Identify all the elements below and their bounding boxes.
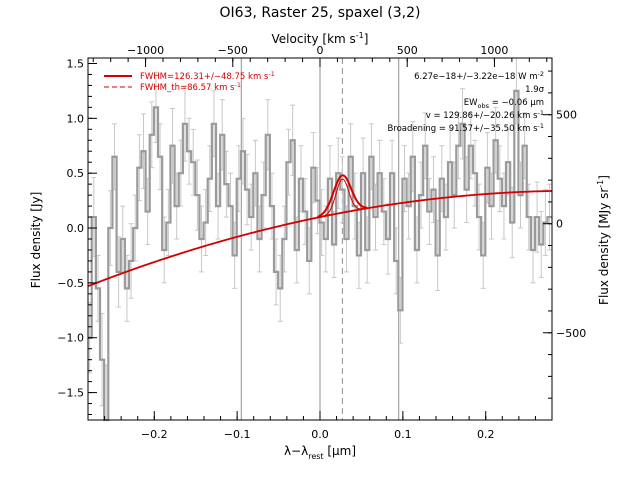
right-axis-label: Flux density [MJy sr-1] (596, 175, 611, 305)
annotation-broadening-text: Broadening = 91.57+/−35.50 km s (387, 124, 538, 134)
annotation-broadening: Broadening = 91.57+/−35.50 km s-1 (387, 122, 544, 134)
fit-annotations: 6.27e−18+/−3.22e−18 W m-2 1.9σ EWobs = −0.… (387, 70, 544, 134)
x-axis-label-sub: rest (308, 452, 323, 461)
y-tick-label: 1.0 (67, 112, 85, 125)
y-tick-label: −1.0 (57, 332, 84, 345)
top-tick-label: 1000 (480, 44, 508, 57)
legend-label-sup: -1 (234, 81, 240, 89)
x-tick-label: 0.1 (394, 428, 412, 441)
x-axis-label-main: λ−λ (284, 444, 308, 458)
x-tick-label: −0.2 (141, 428, 168, 441)
annotation-ew-value: = −0.06 μm (489, 98, 544, 108)
top-axis-label: Velocity [km s-1] (272, 31, 369, 46)
y-tick-label: −0.5 (57, 277, 84, 290)
annotation-flux: 6.27e−18+/−3.22e−18 W m-2 (414, 70, 544, 82)
gaussian-fit-line (317, 174, 368, 218)
legend-label-0: FWHM=126.31+/−48.75 km s-1 (140, 70, 275, 82)
right-tick-label: −500 (556, 327, 586, 340)
top-axis-label-main: Velocity [km s (272, 32, 356, 46)
annotation-significance: 1.9σ (525, 85, 545, 95)
y-axis-label: Flux density [Jy] (29, 192, 43, 289)
x-tick-label: −0.1 (224, 428, 251, 441)
right-axis-label-end: ] (597, 175, 611, 180)
annotation-broadening-sup: -1 (538, 122, 544, 130)
top-tick-label: −1000 (127, 44, 164, 57)
annotation-velocity-sup: -1 (538, 109, 544, 117)
right-axis-label-main: Flux density [MJy sr (597, 188, 611, 305)
annotation-ew-text: EW (464, 98, 478, 108)
top-tick-label: 500 (397, 44, 418, 57)
legend-label-sup: -1 (268, 70, 274, 78)
top-axis-label-end: ] (364, 32, 369, 46)
y-tick-label: 0.0 (67, 222, 85, 235)
axis-ticks: −0.2 −0.1 0.0 0.1 0.2 −1.5 −1.0 −0.5 0.0 0.5 1.0 1.… (57, 44, 586, 441)
y-tick-label: 0.5 (67, 167, 85, 180)
legend: FWHM=126.31+/−48.75 km s-1FWHM_th=86.57 … (104, 70, 275, 93)
right-axis-label-sup: -1 (596, 180, 605, 188)
annotation-ew-sub: obs (478, 102, 490, 110)
x-tick-label: 0.2 (477, 428, 495, 441)
annotation-significance-text: 1.9σ (525, 85, 545, 95)
top-tick-label: −500 (218, 44, 248, 57)
top-axis-label-sup: -1 (356, 31, 364, 40)
spectrum-line (88, 89, 552, 422)
x-axis-label-unit: [μm] (324, 444, 357, 458)
y-tick-label: 1.5 (67, 57, 85, 70)
right-tick-label: 500 (556, 109, 577, 122)
chart-title: OI63, Raster 25, spaxel (3,2) (220, 5, 421, 21)
annotation-velocity: v = 129.86+/−20.26 km s-1 (426, 109, 544, 121)
annotation-flux-text: 6.27e−18+/−3.22e−18 W m (414, 72, 537, 82)
legend-label-1: FWHM_th=86.57 km s-1 (140, 81, 241, 93)
annotation-flux-sup: -2 (538, 70, 544, 78)
x-tick-label: 0.0 (311, 428, 329, 441)
y-tick-label: −1.5 (57, 387, 84, 400)
top-tick-label: 0 (317, 44, 324, 57)
legend-label-text: FWHM_th=86.57 km s (140, 83, 235, 93)
annotation-velocity-text: v = 129.86+/−20.26 km s (426, 111, 538, 121)
gaussian-th-line (317, 178, 368, 219)
legend-label-text: FWHM=126.31+/−48.75 km s (140, 72, 269, 82)
annotation-ew: EWobs = −0.06 μm (464, 98, 544, 110)
x-axis-label: λ−λrest [μm] (284, 444, 356, 461)
right-tick-label: 0 (556, 218, 563, 231)
